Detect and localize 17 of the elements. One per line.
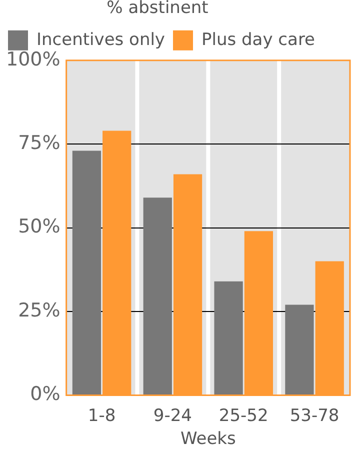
y-tick-label: 100% xyxy=(6,48,60,70)
x-axis-title: Weeks xyxy=(180,429,236,450)
y-tick-label: 0% xyxy=(30,383,60,406)
x-tick-label: 1-8 xyxy=(88,406,116,426)
legend-label: Incentives only xyxy=(36,30,165,50)
y-tick-label: 25% xyxy=(18,299,60,322)
x-tick-label: 9-24 xyxy=(153,406,192,426)
bar xyxy=(285,304,314,395)
legend-label: Plus day care xyxy=(201,30,316,50)
bar xyxy=(72,150,102,395)
x-tick-label: 25-52 xyxy=(218,406,268,426)
y-tick-label: 75% xyxy=(18,132,60,154)
x-tick-label: 53-78 xyxy=(290,406,340,426)
y-tick-label: 50% xyxy=(18,216,60,238)
legend-title: % abstinent xyxy=(106,0,209,18)
bar xyxy=(214,281,243,395)
bar xyxy=(143,198,172,395)
